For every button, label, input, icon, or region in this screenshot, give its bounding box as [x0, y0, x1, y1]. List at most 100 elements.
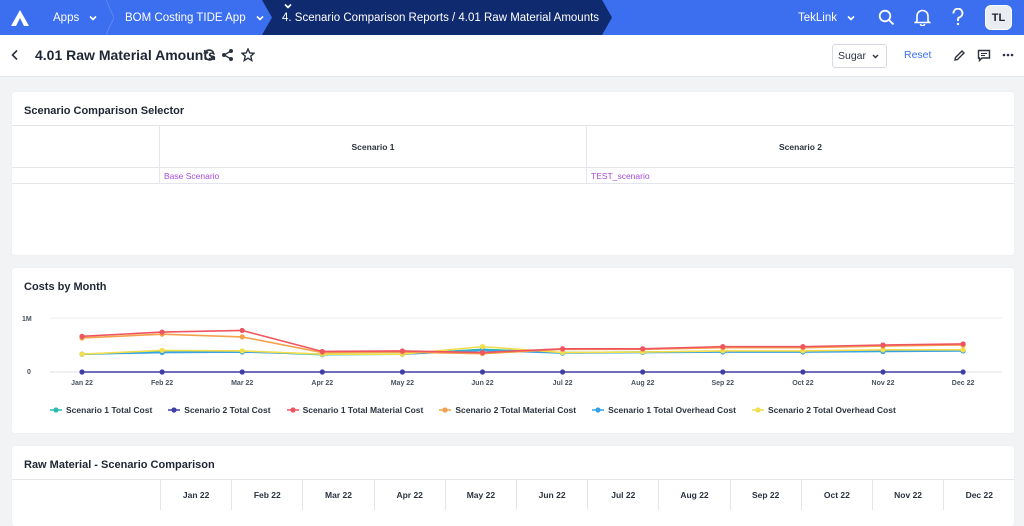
data-point[interactable]	[479, 369, 486, 375]
scenario-selector-title: Scenario Comparison Selector	[24, 105, 185, 117]
scenario-header-row: Scenario 1 Scenario 2	[12, 126, 1014, 168]
legend-label: Scenario 2 Total Overhead Cost	[767, 405, 896, 415]
legend-label: Scenario 2 Total Material Cost	[455, 405, 577, 415]
data-point[interactable]	[239, 369, 245, 375]
x-axis-tick-label: Jun 22	[471, 380, 493, 387]
chart-legend: Scenario 1 Total Cost Scenario 2 Total Co…	[50, 405, 896, 415]
scenario-2-header: Scenario 2	[586, 126, 1014, 167]
favorite-star-icon[interactable]	[241, 48, 255, 62]
data-point[interactable]	[800, 344, 806, 350]
data-point[interactable]	[960, 369, 966, 375]
x-axis-tick-label: Oct 22	[792, 380, 814, 387]
series-line	[81, 345, 964, 355]
comment-icon[interactable]	[977, 49, 991, 62]
data-point[interactable]	[239, 348, 245, 354]
scenario-1-header: Scenario 1	[159, 126, 586, 167]
legend-item[interactable]: Scenario 1 Total Overhead Cost	[592, 405, 736, 415]
legend-label: Scenario 2 Total Cost	[184, 405, 271, 415]
data-point[interactable]	[720, 369, 726, 375]
raw-material-month-header: Feb 22	[231, 480, 302, 510]
material-filter-value: Sugar	[838, 50, 867, 62]
data-point[interactable]	[239, 334, 245, 340]
data-point[interactable]	[159, 369, 165, 375]
top-nav-bar: Apps BOM Costing TIDE App 4. Scenario Co…	[0, 0, 1024, 35]
raw-material-month-header: Nov 22	[872, 480, 943, 510]
data-point[interactable]	[319, 348, 325, 355]
legend-label: Scenario 1 Total Overhead Cost	[608, 405, 736, 415]
page-header: 4.01 Raw Material Amounts Sugar Reset	[0, 35, 1024, 77]
help-icon[interactable]	[951, 8, 965, 26]
scenario-2-value[interactable]: TEST_scenario	[586, 168, 1014, 183]
raw-material-header-row: Jan 22 Feb 22 Mar 22 Apr 22 May 22 Jun 22 Jul …	[12, 479, 1014, 510]
search-icon[interactable]	[878, 9, 895, 26]
report-breadcrumb[interactable]: 4. Scenario Comparison Reports / 4.01 Ra…	[262, 0, 612, 35]
legend-marker-icon	[751, 407, 764, 413]
back-arrow-icon[interactable]	[10, 49, 20, 61]
user-avatar[interactable]: TL	[985, 5, 1012, 30]
data-point[interactable]	[960, 341, 966, 347]
share-icon[interactable]	[221, 48, 234, 62]
raw-material-month-header: Aug 22	[658, 480, 729, 510]
data-point[interactable]	[79, 333, 85, 339]
x-axis-tick-label: Aug 22	[631, 380, 654, 387]
data-point[interactable]	[560, 369, 566, 375]
data-point[interactable]	[880, 342, 886, 348]
data-point[interactable]	[880, 347, 886, 353]
more-options-icon[interactable]	[1002, 53, 1014, 57]
y-axis-label-zero: 0	[27, 369, 31, 376]
legend-item[interactable]: Scenario 2 Total Cost	[168, 405, 271, 415]
chevron-down-icon	[256, 15, 264, 21]
legend-marker-icon	[439, 407, 452, 413]
data-point[interactable]	[640, 369, 646, 375]
x-axis-tick-label: Nov 22	[872, 380, 895, 387]
data-point[interactable]	[79, 369, 85, 375]
apps-menu[interactable]: Apps	[53, 0, 99, 35]
legend-item[interactable]: Scenario 2 Total Overhead Cost	[751, 405, 896, 415]
reset-button[interactable]: Reset	[904, 49, 932, 61]
data-point[interactable]	[479, 344, 486, 350]
data-point[interactable]	[720, 344, 726, 350]
series-line	[81, 333, 964, 355]
data-point[interactable]	[479, 349, 486, 356]
legend-item[interactable]: Scenario 2 Total Material Cost	[439, 405, 576, 415]
legend-label: Scenario 1 Total Cost	[66, 405, 153, 415]
x-axis-tick-label: Dec 22	[952, 380, 975, 387]
legend-marker-icon	[286, 407, 299, 413]
series-scenario-1-total-material-cost	[79, 327, 966, 356]
legend-marker-icon	[50, 407, 62, 413]
legend-item[interactable]: Scenario 1 Total Cost	[50, 405, 152, 415]
chevron-down-icon	[89, 15, 97, 21]
material-filter-dropdown[interactable]: Sugar	[832, 44, 887, 68]
data-point[interactable]	[319, 369, 325, 375]
edit-pencil-icon[interactable]	[953, 49, 966, 62]
data-point[interactable]	[159, 347, 165, 353]
data-point[interactable]	[800, 369, 806, 375]
legend-label: Scenario 1 Total Material Cost	[302, 405, 424, 415]
data-point[interactable]	[159, 329, 165, 335]
app-logo-icon[interactable]	[0, 0, 40, 35]
notifications-bell-icon[interactable]	[914, 8, 931, 26]
series-scenario-2-total-cost	[79, 369, 966, 375]
data-point[interactable]	[880, 369, 886, 375]
data-point[interactable]	[640, 346, 646, 352]
scenario-1-value[interactable]: Base Scenario	[159, 168, 586, 183]
scenario-value-row: Base Scenario TEST_scenario	[12, 168, 1014, 184]
scenario-selector-card: Scenario Comparison Selector Scenario 1 …	[12, 92, 1014, 255]
data-point[interactable]	[79, 351, 85, 357]
x-axis-tick-label: Sep 22	[712, 380, 735, 387]
data-point[interactable]	[239, 327, 245, 334]
refresh-icon[interactable]	[203, 48, 216, 62]
raw-material-month-header: Dec 22	[943, 480, 1014, 510]
legend-item[interactable]: Scenario 1 Total Material Cost	[286, 405, 424, 415]
data-point[interactable]	[560, 346, 566, 352]
costs-line-chart: 1M 0 Jan 22 Feb 22 Mar 22 Apr 22 May 22 Jun 2…	[22, 316, 1002, 387]
breadcrumb-separator	[106, 0, 114, 35]
app-breadcrumb[interactable]: BOM Costing TIDE App	[125, 0, 266, 35]
data-point[interactable]	[399, 348, 405, 354]
data-point[interactable]	[399, 369, 405, 375]
x-axis-tick-label: May 22	[391, 380, 414, 387]
data-point[interactable]	[960, 347, 966, 353]
chevron-down-icon	[284, 3, 292, 9]
tenant-menu[interactable]: TekLink	[798, 0, 857, 35]
page-title: 4.01 Raw Material Amounts	[35, 47, 216, 63]
